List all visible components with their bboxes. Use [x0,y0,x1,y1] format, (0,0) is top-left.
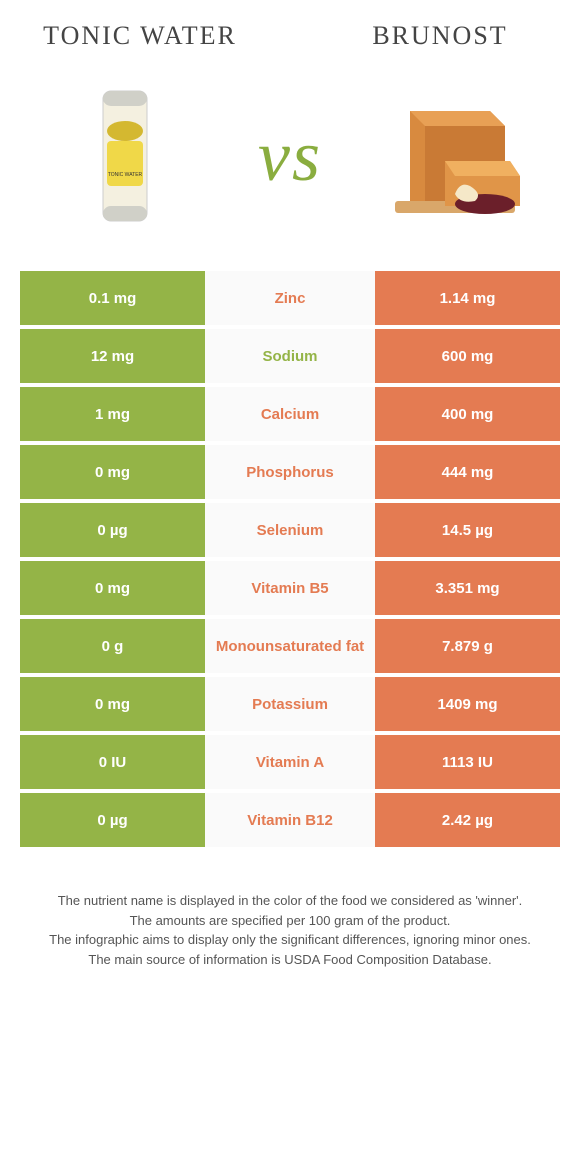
left-food-title: Tonic water [40,20,240,51]
right-value-cell: 1.14 mg [375,271,560,325]
right-value-cell: 2.42 µg [375,793,560,847]
table-row: 0 IUVitamin A1113 IU [20,735,560,789]
left-value-cell: 0 µg [20,503,205,557]
table-row: 12 mgSodium600 mg [20,329,560,383]
table-row: 0 mgPotassium1409 mg [20,677,560,731]
svg-text:TONIC WATER: TONIC WATER [108,172,143,178]
table-row: 0 µgVitamin B122.42 µg [20,793,560,847]
table-row: 1 mgCalcium400 mg [20,387,560,441]
right-value-cell: 14.5 µg [375,503,560,557]
right-value-cell: 7.879 g [375,619,560,673]
left-value-cell: 0 mg [20,561,205,615]
right-food-title: Brunost [340,20,540,51]
nutrient-cell: Zinc [205,271,375,325]
left-value-cell: 12 mg [20,329,205,383]
nutrient-cell: Vitamin B12 [205,793,375,847]
left-value-cell: 0 µg [20,793,205,847]
nutrient-cell: Selenium [205,503,375,557]
right-value-cell: 600 mg [375,329,560,383]
left-value-cell: 0 mg [20,677,205,731]
nutrient-cell: Monounsaturated fat [205,619,375,673]
left-value-cell: 0.1 mg [20,271,205,325]
right-value-cell: 3.351 mg [375,561,560,615]
right-value-cell: 1113 IU [375,735,560,789]
table-row: 0 gMonounsaturated fat7.879 g [20,619,560,673]
left-value-cell: 0 IU [20,735,205,789]
table-row: 0 mgPhosphorus444 mg [20,445,560,499]
right-food-image [370,71,540,241]
right-value-cell: 444 mg [375,445,560,499]
nutrient-cell: Phosphorus [205,445,375,499]
nutrient-cell: Potassium [205,677,375,731]
table-row: 0 µgSelenium14.5 µg [20,503,560,557]
nutrient-cell: Vitamin A [205,735,375,789]
footer-line: The infographic aims to display only the… [30,930,550,950]
nutrient-cell: Calcium [205,387,375,441]
nutrient-cell: Vitamin B5 [205,561,375,615]
footer-notes: The nutrient name is displayed in the co… [0,851,580,989]
nutrient-cell: Sodium [205,329,375,383]
table-row: 0 mgVitamin B53.351 mg [20,561,560,615]
footer-line: The amounts are specified per 100 gram o… [30,911,550,931]
table-row: 0.1 mgZinc1.14 mg [20,271,560,325]
right-value-cell: 1409 mg [375,677,560,731]
left-value-cell: 0 mg [20,445,205,499]
comparison-table: 0.1 mgZinc1.14 mg12 mgSodium600 mg1 mgCa… [20,271,560,847]
right-value-cell: 400 mg [375,387,560,441]
footer-line: The nutrient name is displayed in the co… [30,891,550,911]
left-value-cell: 0 g [20,619,205,673]
footer-line: The main source of information is USDA F… [30,950,550,970]
vs-label: vs [258,115,322,198]
left-food-image: TONIC WATER [40,71,210,241]
left-value-cell: 1 mg [20,387,205,441]
